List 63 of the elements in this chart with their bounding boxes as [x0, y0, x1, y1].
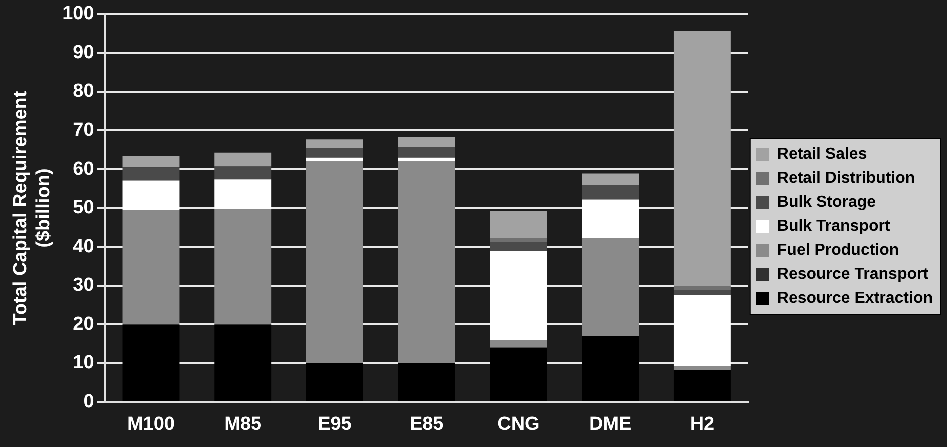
bar: [490, 242, 548, 251]
bar: [582, 174, 640, 186]
bar: [582, 336, 640, 402]
x-tick-label: CNG: [498, 414, 540, 435]
y-tick-label: 60: [73, 158, 94, 180]
bar: [122, 210, 180, 325]
bar: [122, 324, 180, 402]
y-tick-label: 10: [73, 352, 94, 374]
bar: [306, 148, 364, 158]
y-axis-title: Total Capital Requirement ($billion): [10, 90, 54, 326]
bar: [490, 238, 548, 242]
bar: [122, 156, 180, 168]
bar: [674, 31, 731, 286]
bar: [582, 238, 640, 336]
legend-label: Bulk Storage: [777, 194, 876, 211]
bar: [214, 166, 272, 180]
bar: [674, 366, 731, 370]
bar: [674, 370, 731, 402]
bar: [214, 209, 272, 325]
bar: [674, 290, 731, 296]
bar: [214, 152, 272, 167]
legend-label: Retail Sales: [777, 146, 868, 163]
bar: [122, 168, 180, 181]
y-tick-label: 30: [73, 275, 94, 296]
bar: [122, 180, 180, 210]
x-tick-label: M100: [127, 414, 175, 435]
bar: [306, 140, 364, 148]
bar: [398, 162, 456, 364]
bar: [490, 348, 548, 402]
x-tick-label: DME: [589, 414, 632, 435]
y-tick-label: 100: [62, 4, 94, 25]
y-tick-label: 90: [73, 42, 94, 64]
bar: [214, 324, 272, 402]
x-tick-label: E95: [318, 414, 352, 435]
bar: [306, 162, 364, 364]
x-tick-label: H2: [690, 414, 715, 435]
y-tick-label: 80: [73, 81, 94, 102]
legend-label: Resource Transport: [777, 266, 930, 283]
bar: [398, 363, 456, 402]
bar: [582, 200, 640, 238]
bar: [490, 340, 548, 348]
bar: [674, 286, 731, 290]
bar: [674, 296, 731, 366]
bar: [398, 147, 456, 158]
y-tick-label: 70: [73, 120, 94, 141]
y-tick-label: 50: [73, 198, 94, 219]
bar: [490, 211, 548, 238]
y-tick-label: 0: [84, 391, 94, 412]
bar: [306, 158, 364, 162]
legend-label: Retail Distribution: [777, 170, 916, 187]
bar: [490, 250, 548, 340]
x-tick-label: M85: [224, 414, 262, 435]
legend-label: Bulk Transport: [777, 218, 891, 235]
y-tick-label: 20: [73, 314, 94, 335]
bar: [398, 137, 456, 148]
bar: [306, 363, 364, 402]
bar: [214, 180, 272, 210]
x-tick-label: E85: [410, 414, 444, 435]
legend-label: Fuel Production: [777, 242, 900, 259]
y-tick-label: 40: [73, 236, 94, 258]
bar: [398, 158, 456, 162]
legend-label: Resource Extraction: [777, 290, 933, 307]
bar: [582, 185, 640, 200]
